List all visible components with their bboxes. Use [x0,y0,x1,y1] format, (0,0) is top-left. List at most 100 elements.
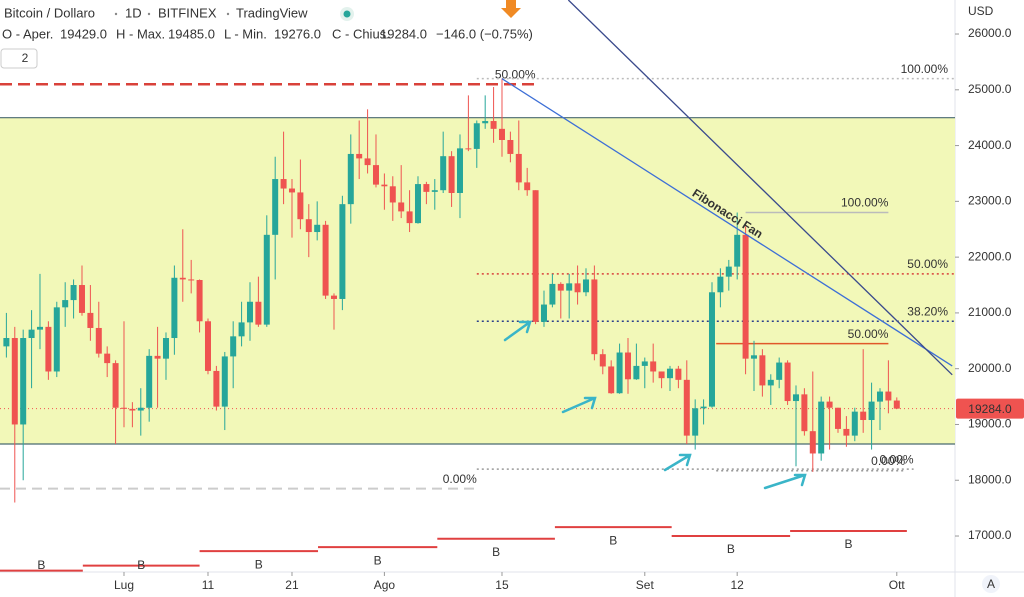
candle-body [364,158,371,166]
candle-body [834,407,841,429]
x-tick-label: Ago [374,578,396,592]
candle-body [490,121,497,129]
step-label: B [844,537,852,551]
candle-body [809,431,816,454]
candle-body [137,407,144,411]
y-tick-label: 23000.0 [968,194,1012,208]
candle-body [826,401,833,408]
level-label: 100.00% [901,62,949,76]
candle-body [272,179,279,235]
candle-body [330,295,337,299]
step-label: B [37,558,45,572]
candle-body [482,121,489,124]
candle-body [112,363,119,408]
candle-body [263,234,270,325]
candle-body [381,184,388,187]
separator-dot [114,12,118,16]
candle-body [456,148,463,193]
candle-body [196,280,203,322]
candle-body [3,338,10,347]
candle-body [700,406,707,409]
candle-body [557,283,564,291]
candle-body [641,361,648,366]
candle-body [246,301,253,323]
candle-body [675,368,682,380]
arrow [561,396,597,414]
candle-body [507,140,514,154]
candle-body [465,148,472,150]
x-tick-label: 12 [731,578,745,592]
candle-body [851,411,858,436]
ohlc-open-label: O - Aper. [2,26,53,41]
candle-body [448,156,455,193]
candle-body [120,407,127,409]
candle-body [11,338,18,425]
source: TradingView [236,5,308,20]
candle-body [750,355,757,359]
candle-body [389,186,396,203]
candle-body [818,401,825,454]
x-tick-label: Ott [889,578,906,592]
candle-body [692,408,699,436]
y-tick-label: 20000.0 [968,361,1012,375]
candle-body [204,321,211,371]
y-tick-label: 21000.0 [968,305,1012,319]
auto-label: A [987,577,995,591]
auto-button[interactable] [982,575,1000,593]
ohlc-change: −146.0 (−0.75%) [436,26,533,41]
candle-body [893,400,900,409]
candle-body [717,276,724,293]
y-tick-label: 19000.0 [968,417,1012,431]
candle-body [515,153,522,183]
candle-body [213,370,220,407]
candle-body [616,352,623,394]
candle-body [860,411,867,421]
candle-body [532,190,539,322]
candle-body [45,326,52,372]
ohlc-close: 19284.0 [380,26,427,41]
candle-body [549,283,556,305]
y-tick-label: 17000.0 [968,528,1012,542]
candle-body [406,211,413,224]
candle-body [885,391,892,401]
candle-body [734,234,741,267]
step-label: B [727,542,735,556]
candle-body [498,128,505,141]
candle-body [339,204,346,299]
candle-body [62,300,69,308]
candle-body [574,283,581,293]
candle-body [36,326,43,330]
status-dot [343,10,351,18]
candle-body [683,379,690,436]
candle-body [398,202,405,212]
x-tick-label: 21 [285,578,299,592]
ohlc-low: 19276.0 [274,26,321,41]
y-tick-label: 18000.0 [968,472,1012,486]
candle-body [843,428,850,436]
candle-body [314,224,321,233]
candle-body [347,153,354,205]
badge [0,48,38,69]
step-label: B [374,553,382,567]
level-label: 100.00% [841,196,889,210]
exchange: BITFINEX [158,5,217,20]
fan-line [501,78,953,367]
candle-body [104,353,111,364]
arrow [763,473,807,490]
ohlc-high-label: H - Max. [116,26,165,41]
candle-body [666,368,673,379]
y-tick-label: 25000.0 [968,82,1012,96]
price-tag [956,398,1024,419]
candle-body [28,329,35,339]
candle-body [238,322,245,337]
candle-body [473,123,480,149]
candle-body [288,188,295,193]
candle-body [280,179,287,189]
level-label: 0.00% [871,454,905,468]
x-tick-label: 11 [202,578,215,592]
candle-body [801,394,808,432]
candle-body [305,219,312,233]
candle-body [876,391,883,402]
